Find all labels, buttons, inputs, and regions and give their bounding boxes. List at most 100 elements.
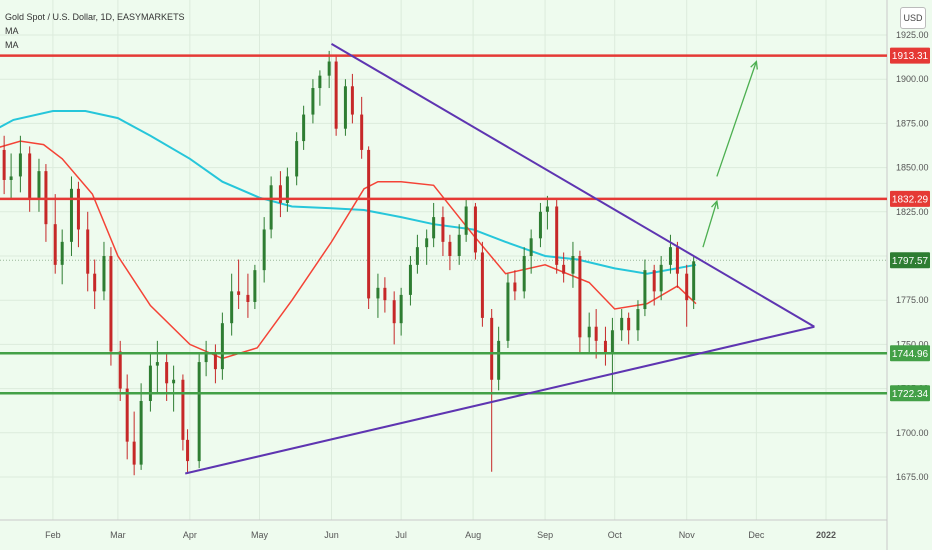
level-price-tag [890,385,930,402]
legend-ma-slow: MA [5,40,19,50]
candle-body [148,365,152,401]
trendline-lower [185,325,815,475]
candle-body [425,238,429,248]
x-tick-label: May [251,530,269,540]
current-price-label: 1797.57 [892,256,929,267]
level-price-tag [890,190,930,207]
candle-body [343,86,347,129]
candle-body [262,229,266,271]
candle-body [497,340,501,380]
candle-body [311,88,315,115]
x-tick-label: 2022 [816,530,836,540]
ma-slow-line [0,110,697,275]
candle-body [102,256,106,292]
candle-body [302,114,306,142]
candle-body [2,149,6,180]
candle-body [636,309,640,331]
trendline-upper [330,42,815,328]
candle-body [480,252,484,318]
candle-body [367,149,371,299]
y-tick-label: 1900.00 [896,74,929,84]
candle-body [490,317,494,380]
projection-arrow-line [702,201,718,248]
legend-ma-fast: MA [5,26,19,36]
candle-body [571,256,575,274]
x-tick-label: Feb [45,530,61,540]
candle-body [37,171,41,200]
y-tick-label: 1925.00 [896,30,929,40]
candle-body [545,206,549,212]
candle-body [334,61,338,129]
candle-body [172,379,176,384]
candle-body [230,291,234,324]
candle-body [448,241,452,256]
x-tick-label: Mar [110,530,126,540]
x-tick-label: Jun [324,530,339,540]
chart-title: Gold Spot / U.S. Dollar, 1D, EASYMARKETS [5,12,185,22]
candle-body [392,300,396,324]
candle-body [125,388,129,442]
candle-body [538,211,542,239]
candle-body [620,317,624,331]
y-tick-label: 1875.00 [896,118,929,128]
ma-fast-line [0,140,697,360]
candle-body [44,171,48,225]
level-price-tag [890,47,930,64]
candle-body [318,75,322,89]
candle-body [610,330,614,354]
candle-body [204,353,208,363]
projection-arrow-head [711,199,719,210]
candle-body [253,270,257,302]
level-price-tag [890,345,930,362]
candle-body [408,264,412,295]
candle-body [132,441,136,465]
candle-body [464,206,468,235]
candle-body [295,141,299,177]
candle-body [627,317,631,331]
y-tick-label: 1825.00 [896,207,929,217]
candle-body [76,188,80,230]
candle-body [603,340,607,354]
candle-body [186,439,190,462]
candle-body [60,241,64,265]
candle-body [53,224,57,265]
candle-body [220,323,224,370]
projection-arrow-line [716,61,757,177]
y-tick-label: 1700.00 [896,428,929,438]
candle-body [587,326,591,338]
candle-body [685,273,689,301]
currency-button[interactable]: USD [900,7,926,29]
x-tick-label: Nov [679,530,696,540]
y-tick-label: 1750.00 [896,339,929,349]
y-tick-label: 1850.00 [896,163,929,173]
level-price-label: 1913.31 [892,51,929,62]
candle-body [139,400,143,465]
candle-body [562,264,566,274]
candle-body [659,264,663,292]
candle-body [432,217,436,239]
candle-body [578,256,582,338]
candle-body [643,270,647,310]
candle-body [237,291,241,295]
y-tick-label: 1775.00 [896,295,929,305]
x-tick-label: Oct [608,530,623,540]
candle-body [675,247,679,274]
candle-body [529,238,533,256]
candle-body [118,351,122,389]
chart-legend: Gold Spot / U.S. Dollar, 1D, EASYMARKETS… [5,10,185,52]
candle-body [457,234,461,256]
candle-body [441,217,445,242]
x-tick-label: Aug [465,530,481,540]
candle-body [692,261,696,301]
x-tick-label: Sep [537,530,553,540]
candle-body [668,247,672,265]
candle-body [522,256,526,292]
projection-arrow-head [750,60,758,70]
candle-body [473,206,477,253]
candle-body [360,114,364,150]
current-price-tag [890,252,930,269]
x-tick-label: Apr [183,530,197,540]
y-tick-label: 1675.00 [896,472,929,482]
